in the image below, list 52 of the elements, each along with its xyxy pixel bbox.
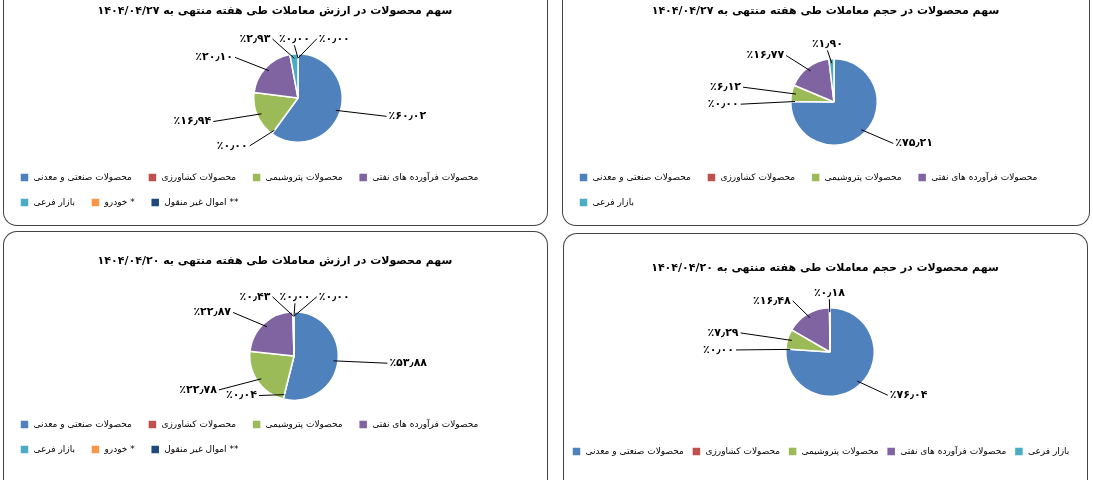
data-label: ٪۱۶٫۹۴ <box>173 114 212 128</box>
text: ٪۰٫۰۰ <box>318 289 350 303</box>
data-label: ٪۲٫۹۳ <box>239 31 271 45</box>
legend-label: محصولات کشاورزی <box>161 418 237 429</box>
text: ٪۰٫۰۰ <box>279 289 311 303</box>
chart-title: سهم محصولات در ارزش معاملات طی هفته منتهی به ۱۴۰۴/۰۴/۲۷ <box>97 4 453 18</box>
legend-label: محصولات فرآورده های نفتی <box>900 444 1007 456</box>
legend-label: بازار فرعی <box>33 443 75 454</box>
legend-label: ** اموال غیر منقول <box>164 196 239 207</box>
data-label: ٪۷۵٫۲۱ <box>895 136 933 150</box>
legend-label: محصولات پتروشیمی <box>265 171 343 182</box>
chart-title: سهم محصولات در حجم معاملات طی هفته منتهی به ۱۴۰۴/۰۴/۲۰ <box>651 261 999 275</box>
legend-label: محصولات فرآورده های نفتی <box>372 417 479 429</box>
legend-label: بازار فرعی <box>1027 445 1070 456</box>
data-label: ٪۶٫۱۲ <box>710 80 742 94</box>
legend-label: محصولات صنعتی و معدنی <box>585 445 685 456</box>
legend-label: محصولات پتروشیمی <box>801 445 879 456</box>
legend-label: محصولات پتروشیمی <box>824 171 902 182</box>
legend-label: بازار فرعی <box>33 196 75 207</box>
data-label: ٪۲۰٫۱۰ <box>195 50 234 64</box>
legend-label: ** اموال غیر منقول <box>164 443 239 454</box>
data-label: ٪۱۶٫۴۸ <box>753 293 792 307</box>
text: ٪۰٫۰۰ <box>278 31 310 45</box>
legend-label: محصولات فرآورده های نفتی <box>372 170 479 182</box>
legend-label: محصولات صنعتی و معدنی <box>592 171 692 182</box>
data-label: ٪۰٫۴۳ <box>239 289 271 303</box>
data-label: ٪۶۰٫۰۲ <box>388 109 427 123</box>
data-label: ٪۲۲٫۷۸ <box>179 382 218 396</box>
legend-label: محصولات کشاورزی <box>161 171 237 182</box>
text: ٪۰٫۰۰ <box>707 97 739 111</box>
data-label: ٪۱٫۹۰ <box>811 36 843 50</box>
text: ٪۰٫۰۰ <box>703 342 734 356</box>
legend-label: بازار فرعی <box>592 196 634 207</box>
legend-label: محصولات صنعتی و معدنی <box>33 171 133 182</box>
data-label: ٪۷٫۲۹ <box>707 325 739 339</box>
legend-label: محصولات کشاورزی <box>705 445 781 456</box>
chart-title: سهم محصولات در حجم معاملات طی هفته منتهی به ۱۴۰۴/۰۴/۲۷ <box>651 4 1000 18</box>
data-label: ٪۷۶٫۰۴ <box>889 388 928 402</box>
legend-label: * خودرو <box>103 443 136 454</box>
data-label: ٪۱۶٫۷۷ <box>746 48 785 62</box>
legend-label: محصولات فرآورده های نفتی <box>931 170 1038 182</box>
legend-label: محصولات کشاورزی <box>720 171 796 182</box>
text: ٪۰٫۰۰ <box>318 31 350 45</box>
chart-title: سهم محصولات در ارزش معاملات طی هفته منتهی به ۱۴۰۴/۰۴/۲۰ <box>97 254 453 268</box>
data-label: ٪۰٫۰۴ <box>225 388 258 402</box>
legend-label: * خودرو <box>103 196 136 207</box>
data-label: ٪۰٫۱۸ <box>813 285 846 299</box>
legend-label: محصولات پتروشیمی <box>265 418 343 429</box>
data-label: ٪۲۲٫۸۷ <box>193 305 232 319</box>
data-label: ٪۵۳٫۸۸ <box>389 356 428 370</box>
legend-label: محصولات صنعتی و معدنی <box>33 418 133 429</box>
text: ٪۰٫۰۰ <box>216 138 248 152</box>
